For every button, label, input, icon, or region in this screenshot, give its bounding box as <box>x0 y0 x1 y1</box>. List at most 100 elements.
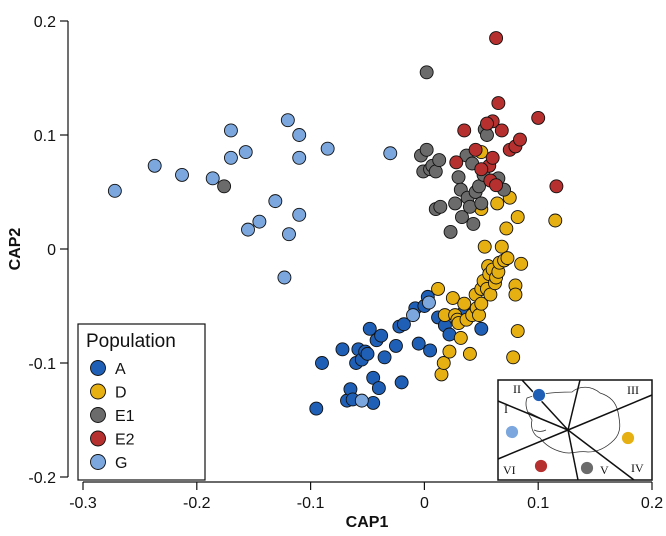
point-d <box>436 356 451 370</box>
inset-marker-a <box>532 388 546 402</box>
sector-label-iii: III <box>627 383 639 397</box>
legend-marker-d <box>90 383 106 400</box>
point-d <box>510 324 525 339</box>
point-e1 <box>448 196 463 211</box>
y-tick-label: 0.1 <box>34 128 56 145</box>
point-d <box>499 221 514 236</box>
legend-label-e1: E1 <box>115 408 135 425</box>
point-a <box>389 338 403 353</box>
sector-label-v: V <box>600 463 609 477</box>
y-tick-label: 0 <box>47 242 56 259</box>
point-g <box>292 150 307 165</box>
inset-map: I II III IV V VI <box>497 379 653 481</box>
point-e1 <box>433 199 448 214</box>
point-e2 <box>549 179 564 194</box>
point-e1 <box>451 170 466 185</box>
point-g <box>268 194 283 209</box>
point-g <box>292 207 307 222</box>
inset-marker-e1 <box>580 461 594 475</box>
inset-marker-e2 <box>534 459 548 473</box>
point-a <box>377 350 392 365</box>
point-a <box>309 401 324 416</box>
point-d <box>434 367 449 382</box>
inset-marker-d <box>621 431 635 445</box>
point-a <box>423 343 438 358</box>
point-d <box>457 296 472 311</box>
point-a <box>474 321 489 336</box>
point-d <box>490 196 505 211</box>
point-e1 <box>474 196 489 211</box>
point-g <box>252 214 267 229</box>
sector-line <box>567 429 635 481</box>
sector-label-ii: II <box>513 382 521 396</box>
point-e1 <box>419 142 434 157</box>
point-a <box>315 356 329 370</box>
point-d <box>510 210 525 225</box>
sector-line <box>567 394 653 431</box>
point-g <box>383 146 398 161</box>
point-e1 <box>419 65 434 80</box>
legend: Population AD E1 E2 G <box>77 323 206 481</box>
legend-label-a: A <box>115 361 126 378</box>
point-d <box>431 281 446 296</box>
inset-population-markers <box>505 388 635 475</box>
point-e2 <box>494 123 509 138</box>
point-g <box>282 227 296 242</box>
point-a <box>371 381 386 396</box>
point-d <box>462 346 477 361</box>
point-g <box>354 393 369 408</box>
point-d <box>472 308 486 323</box>
point-e2 <box>513 132 527 147</box>
point-d <box>494 239 509 254</box>
point-d <box>474 296 489 311</box>
point-a <box>394 375 409 390</box>
point-g <box>241 222 255 237</box>
sector-line <box>497 429 569 460</box>
x-ticks: -0.3 -0.2 -0.1 0 0.1 0.2 <box>69 482 663 512</box>
point-g <box>238 145 253 160</box>
point-d <box>445 291 460 305</box>
point-g <box>147 158 162 173</box>
point-a <box>360 346 375 361</box>
point-e2 <box>489 31 504 46</box>
x-tick-label: 0.1 <box>527 495 549 512</box>
sector-line <box>567 429 579 481</box>
point-d <box>548 213 563 228</box>
point-d <box>453 330 468 345</box>
sector-label-vi: VI <box>503 463 516 477</box>
point-g <box>223 150 238 165</box>
point-e1 <box>217 179 232 194</box>
x-axis-title: CAP1 <box>346 514 389 531</box>
point-a <box>335 342 350 357</box>
sector-label-i: I <box>504 402 508 416</box>
legend-marker-a <box>90 360 106 376</box>
legend-title: Population <box>86 331 176 352</box>
point-g <box>223 123 238 138</box>
legend-label-e2: E2 <box>115 432 135 449</box>
legend-label-g: G <box>115 455 127 472</box>
point-a <box>366 395 381 410</box>
point-d <box>508 287 523 302</box>
point-g <box>406 308 420 323</box>
point-d <box>500 251 515 266</box>
point-e2 <box>468 142 483 157</box>
point-e2 <box>485 150 500 165</box>
sector-label-iv: IV <box>631 461 644 475</box>
point-e1 <box>443 224 458 239</box>
data-points <box>107 31 564 416</box>
point-a <box>374 328 389 343</box>
point-a <box>362 321 377 336</box>
point-e1 <box>455 210 469 225</box>
sector-line <box>521 379 569 431</box>
point-d <box>477 239 492 254</box>
point-d <box>514 256 529 271</box>
point-g <box>280 113 295 128</box>
x-tick-label: 0 <box>420 495 429 512</box>
x-tick-label: 0.2 <box>641 495 663 512</box>
point-a <box>396 317 411 332</box>
legend-marker-e1 <box>90 407 106 423</box>
y-ticks: -0.2 -0.1 0 0.1 0.2 <box>28 14 68 487</box>
x-tick-label: -0.3 <box>69 495 97 512</box>
inset-coastline <box>525 386 621 454</box>
